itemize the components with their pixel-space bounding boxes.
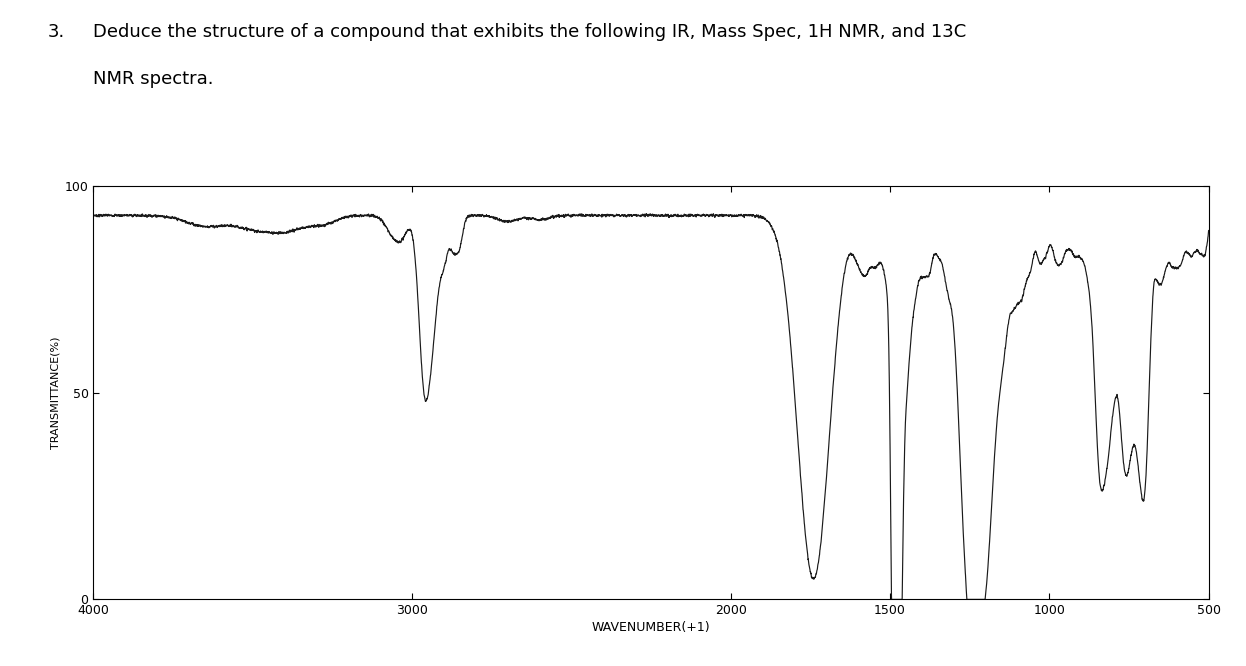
X-axis label: WAVENUMBER(+1): WAVENUMBER(+1) (592, 621, 710, 635)
Text: Deduce the structure of a compound that exhibits the following IR, Mass Spec, 1H: Deduce the structure of a compound that … (93, 23, 967, 41)
Y-axis label: TRANSMITTANCE(%): TRANSMITTANCE(%) (51, 337, 61, 449)
Text: 3.: 3. (47, 23, 65, 41)
Text: NMR spectra.: NMR spectra. (93, 70, 214, 88)
